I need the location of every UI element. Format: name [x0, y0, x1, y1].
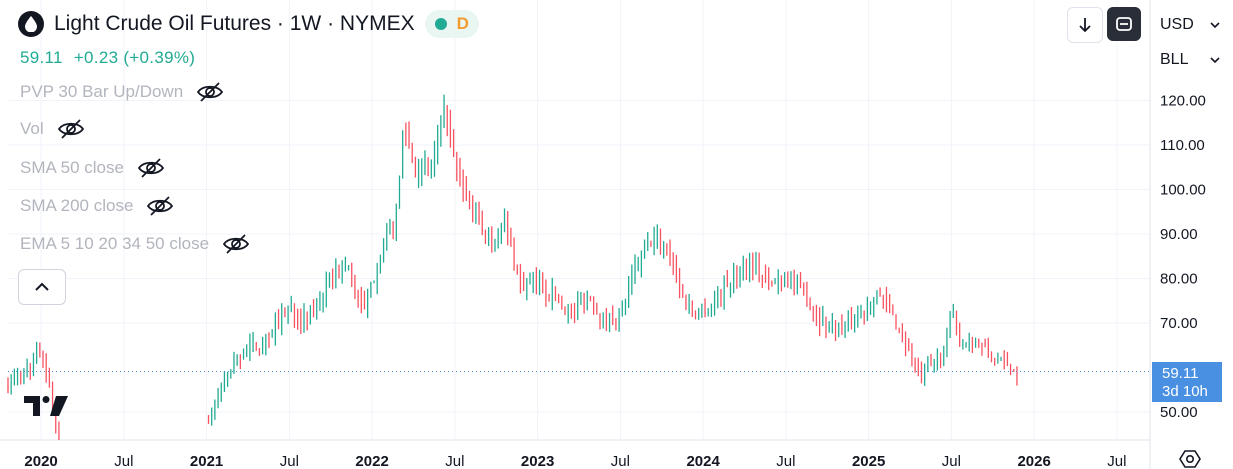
hidden-eye-icon[interactable] [195, 80, 225, 104]
y-tick-label: 50.00 [1160, 404, 1198, 421]
last-price-tag: 59.11 3d 10h [1152, 362, 1222, 402]
x-tick-label: Jul [280, 453, 299, 469]
x-tick-label: 2020 [24, 453, 57, 469]
x-tick-label: Jul [776, 453, 795, 469]
hidden-eye-icon[interactable] [145, 194, 175, 218]
y-tick-label: 110.00 [1160, 137, 1205, 154]
market-open-dot-icon [434, 18, 447, 30]
x-tick-label: 2023 [521, 453, 554, 469]
price-change: +0.23 (+0.39%) [73, 48, 196, 67]
indicator-vol[interactable]: Vol [20, 117, 86, 141]
indicator-label: SMA 50 close [20, 158, 124, 177]
chevron-down-icon [1210, 57, 1220, 64]
symbol-title[interactable]: Light Crude Oil Futures · 1W · NYMEX [54, 12, 415, 35]
y-tick-label: 100.00 [1160, 182, 1206, 199]
hidden-eye-icon[interactable] [221, 232, 251, 256]
chevron-down-icon [1210, 22, 1220, 29]
x-tick-label: 2025 [852, 453, 885, 469]
price-tag-countdown: 3d 10h [1162, 383, 1208, 400]
indicator-ema[interactable]: EMA 5 10 20 34 50 close [20, 232, 251, 256]
collapse-legend-button[interactable] [18, 269, 66, 305]
oil-drop-icon [18, 11, 44, 37]
market-status-pill[interactable]: D [424, 10, 479, 38]
indicator-label: PVP 30 Bar Up/Down [20, 82, 184, 101]
y-tick-label: 70.00 [1160, 315, 1198, 332]
price-summary: 59.11 +0.23 (+0.39%) [20, 48, 195, 68]
fullscreen-icon [1116, 17, 1132, 31]
x-tick-label: 2022 [355, 453, 388, 469]
x-tick-label: 2021 [190, 453, 223, 469]
chevron-up-icon [35, 282, 49, 291]
symbol-header: Light Crude Oil Futures · 1W · NYMEX D [18, 10, 479, 38]
indicator-label: Vol [20, 119, 44, 138]
indicator-sma50[interactable]: SMA 50 close [20, 156, 166, 180]
unit-value: BLL [1160, 51, 1189, 68]
x-tick-label: Jul [942, 453, 961, 469]
x-tick-label: Jul [114, 453, 133, 469]
indicator-label: SMA 200 close [20, 196, 134, 215]
y-tick-label: 80.00 [1160, 271, 1198, 288]
x-tick-label: 2026 [1017, 453, 1050, 469]
hidden-eye-icon[interactable] [56, 117, 86, 141]
indicator-sma200[interactable]: SMA 200 close [20, 194, 175, 218]
x-tick-label: Jul [445, 453, 464, 469]
delayed-badge: D [456, 14, 469, 33]
currency-value: USD [1160, 16, 1194, 33]
last-price: 59.11 [20, 48, 63, 67]
unit-select[interactable]: BLL [1154, 45, 1226, 75]
x-tick-label: Jul [1107, 453, 1126, 469]
indicator-label: EMA 5 10 20 34 50 close [20, 234, 210, 253]
currency-select[interactable]: USD [1154, 10, 1226, 40]
price-tag-value: 59.11 [1162, 365, 1199, 382]
arrow-down-icon [1079, 18, 1091, 33]
settings-gear-icon[interactable] [1178, 449, 1202, 469]
tradingview-logo-icon [24, 396, 68, 416]
y-tick-label: 90.00 [1160, 226, 1198, 243]
hidden-eye-icon[interactable] [136, 156, 166, 180]
y-tick-label: 120.00 [1160, 93, 1206, 110]
download-button[interactable] [1067, 7, 1103, 43]
x-tick-label: Jul [611, 453, 630, 469]
indicator-pvp[interactable]: PVP 30 Bar Up/Down [20, 80, 225, 104]
fullscreen-button[interactable] [1107, 7, 1141, 41]
x-tick-label: 2024 [686, 453, 720, 469]
